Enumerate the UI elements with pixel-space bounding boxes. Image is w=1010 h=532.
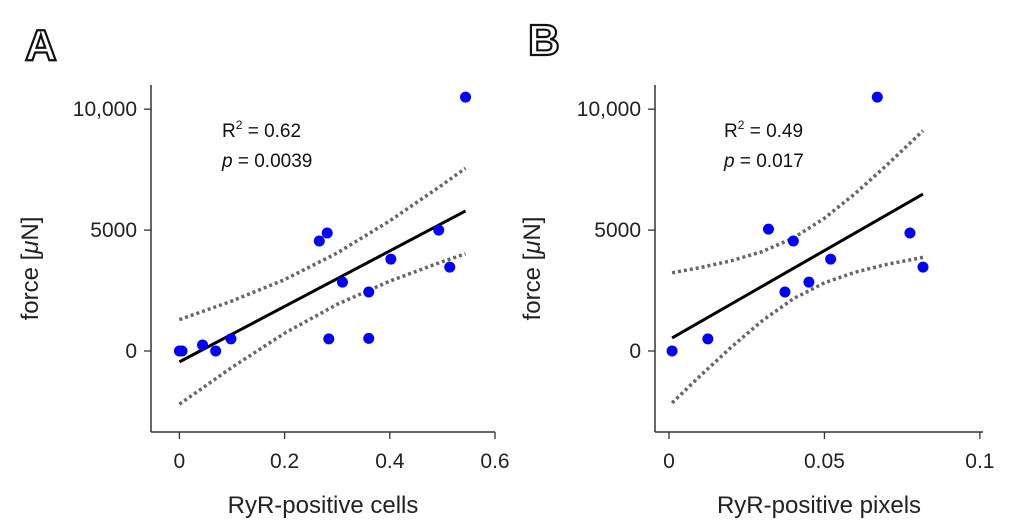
data-point [336, 276, 348, 288]
r-value: = 0.49 [744, 121, 803, 142]
y-tick-label: 5000 [90, 219, 137, 242]
data-point [702, 333, 714, 345]
y-axis-label: force [μN] [17, 217, 44, 321]
r-squared-text: R2 = 0.49 [724, 118, 803, 142]
x-tick-label: 0.6 [480, 450, 509, 473]
x-tick-label: 0 [174, 450, 186, 473]
panel-label: B [528, 16, 560, 65]
regression-line [671, 192, 924, 340]
r-superscript: 2 [236, 118, 243, 132]
data-point [313, 235, 325, 247]
x-axis-label: RyR-positive pixels [717, 492, 921, 519]
ci-lower-line [178, 252, 467, 406]
data-point [666, 345, 678, 357]
data-point [779, 286, 791, 298]
y-tick-label: 10,000 [73, 98, 137, 121]
data-point [433, 224, 445, 236]
data-point [225, 333, 237, 345]
data-point [321, 227, 333, 239]
r-value: = 0.62 [242, 121, 301, 142]
data-point [460, 91, 472, 103]
y-label-mu: μ [519, 241, 546, 255]
x-tick-label: 0.1 [965, 450, 994, 473]
y-tick-label: 0 [125, 340, 137, 363]
data-point [803, 276, 815, 288]
data-point [904, 227, 916, 239]
data-point [917, 261, 929, 273]
p-label: p [221, 151, 233, 172]
y-label-suffix: N] [17, 217, 44, 241]
y-tick-label: 10,000 [577, 98, 641, 121]
x-tick-label: 0.2 [270, 450, 299, 473]
data-point [444, 261, 456, 273]
data-point [363, 286, 375, 298]
y-label-prefix: force [ [519, 253, 546, 320]
panel-b: B 0 5000 10,000 0 0.05 0.1 RyR-positive pixels f… [519, 15, 994, 519]
data-point [871, 91, 883, 103]
p-value: = 0.0039 [233, 151, 313, 172]
y-axis-label: force [μN] [519, 217, 546, 321]
data-point [210, 345, 222, 357]
data-point [762, 223, 774, 235]
data-point [363, 332, 375, 344]
y-label-prefix: force [ [17, 253, 44, 320]
data-point [825, 253, 837, 265]
panel-label: A [25, 21, 57, 70]
r-label: R [724, 121, 738, 142]
y-label-mu: μ [17, 241, 44, 255]
y-tick-label: 5000 [594, 219, 641, 242]
panel-a: A 0 5000 10,000 0 0.2 0.4 0.6 RyR-positive cells… [17, 20, 510, 519]
p-value-text: p = 0.017 [723, 151, 804, 172]
x-tick-label: 0.05 [804, 450, 845, 473]
r-superscript: 2 [738, 118, 745, 132]
y-tick-label: 0 [629, 340, 641, 363]
y-label-suffix: N] [519, 217, 546, 241]
data-point [787, 235, 799, 247]
p-value: = 0.017 [735, 151, 804, 172]
r-squared-text: R2 = 0.62 [222, 118, 301, 142]
p-value-text: p = 0.0039 [221, 151, 312, 172]
p-label: p [723, 151, 735, 172]
r-label: R [222, 121, 236, 142]
x-axis-label: RyR-positive cells [228, 492, 419, 519]
ci-upper-line [178, 166, 467, 322]
data-point [385, 253, 397, 265]
ci-lower-line [670, 255, 924, 405]
data-point [323, 333, 335, 345]
data-point [197, 339, 209, 351]
x-tick-label: 0.4 [375, 450, 405, 473]
data-point [176, 345, 188, 357]
x-tick-label: 0 [663, 450, 675, 473]
